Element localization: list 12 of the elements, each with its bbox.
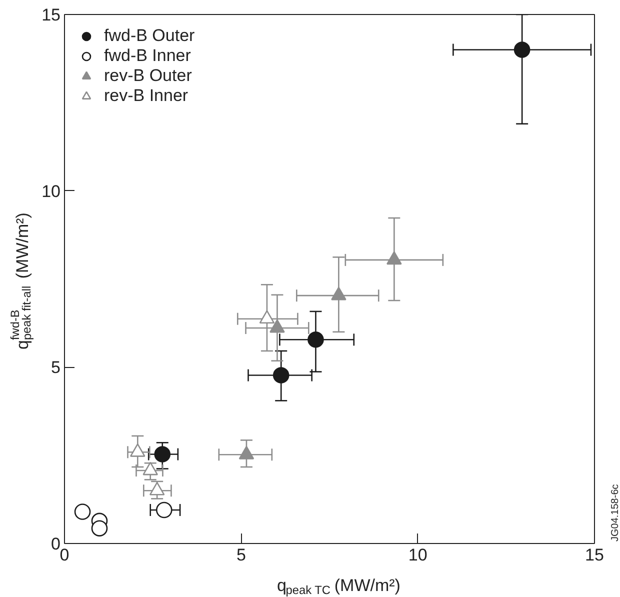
legend-label: rev-B Inner xyxy=(104,86,188,106)
x-tick-label: 5 xyxy=(236,546,246,564)
x-tick-label: 10 xyxy=(408,546,428,564)
y-tick-label: 10 xyxy=(42,182,61,201)
legend-label: fwd-B Outer xyxy=(104,26,195,46)
y-axis-title: qfwd-Bpeak fit-all (MW/m²) xyxy=(8,212,34,350)
legend-label: fwd-B Inner xyxy=(104,46,191,66)
y-tick-label: 5 xyxy=(51,358,61,378)
y-tick-label: 15 xyxy=(42,6,61,24)
x-tick-label: 15 xyxy=(585,546,604,564)
text: JG04.158-6c xyxy=(610,484,620,542)
legend-label: rev-B Outer xyxy=(104,66,192,86)
